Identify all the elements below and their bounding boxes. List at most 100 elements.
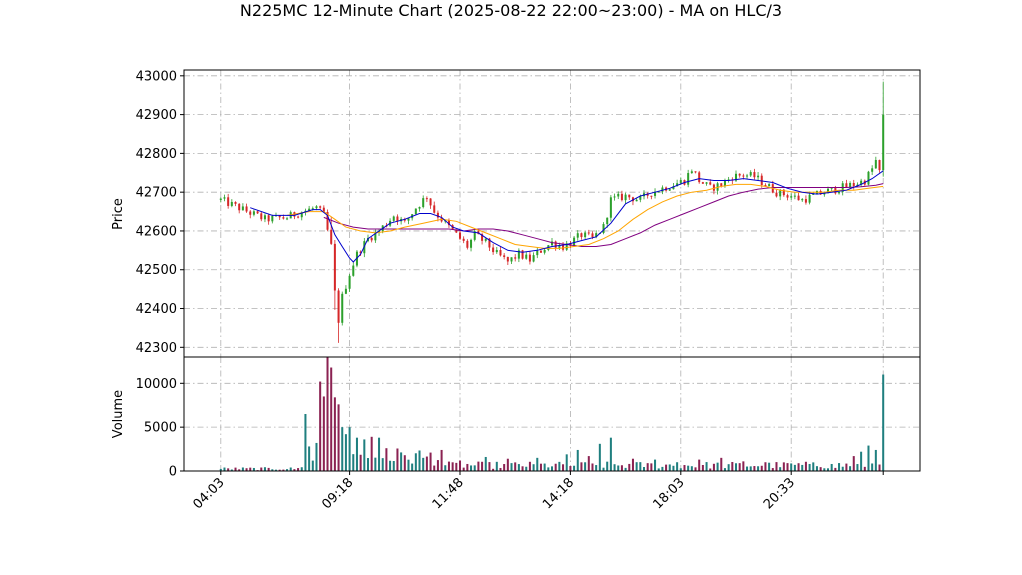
volume-bar xyxy=(366,458,370,471)
volume-bar xyxy=(661,466,664,471)
candle-body xyxy=(617,193,620,197)
volume-tick-label: 0 xyxy=(169,465,177,480)
volume-bar xyxy=(488,462,491,471)
volume-bar xyxy=(786,463,789,471)
volume-bar xyxy=(701,464,704,471)
volume-bar xyxy=(286,469,289,471)
candle-body xyxy=(786,195,789,198)
candle-body xyxy=(378,231,381,233)
volume-bar xyxy=(532,464,535,471)
volume-bar xyxy=(602,467,605,471)
candle-body xyxy=(492,247,495,253)
candle-body xyxy=(414,208,417,215)
volume-bar xyxy=(826,468,830,471)
volume-bar xyxy=(263,467,266,471)
volume-bar xyxy=(742,461,745,471)
candle-body xyxy=(370,237,373,241)
candle-body xyxy=(650,195,653,197)
price-tick-label: 42800 xyxy=(136,147,177,162)
x-tick-label: 14:18 xyxy=(540,475,577,512)
volume-bar xyxy=(525,466,528,471)
volume-bar xyxy=(414,453,417,471)
candle-body xyxy=(775,192,778,197)
candle-body xyxy=(661,187,664,192)
volume-bar xyxy=(720,457,723,471)
candle-body xyxy=(746,175,749,177)
price-tick-label: 42400 xyxy=(136,302,177,317)
volume-bar xyxy=(219,468,222,471)
volume-bar xyxy=(333,397,336,471)
volume-bar xyxy=(330,367,333,471)
volume-bar xyxy=(477,461,480,471)
axis-layer: 42300 42400 42500 42600 42700 42800 42900 43000… xyxy=(136,69,921,512)
volume-bar xyxy=(550,466,554,471)
price-tick-label: 43000 xyxy=(136,69,177,84)
volume-bar xyxy=(403,455,406,471)
candle-body xyxy=(326,211,329,230)
candle-body xyxy=(738,173,741,176)
candle-body xyxy=(849,182,852,188)
candle-body xyxy=(613,196,616,198)
volume-bar xyxy=(506,458,509,471)
candle-body xyxy=(734,173,738,181)
volume-bar xyxy=(698,459,701,471)
volume-bar xyxy=(289,467,292,471)
volume-bar xyxy=(484,456,487,471)
volume-bar xyxy=(223,467,226,471)
volume-bar xyxy=(830,463,833,471)
candle-body xyxy=(333,243,336,291)
volume-bar xyxy=(573,465,576,471)
volume-bar xyxy=(539,463,542,471)
volume-bar xyxy=(871,463,874,471)
volume-bar xyxy=(731,461,734,471)
volume-bar xyxy=(628,463,631,471)
candle-body xyxy=(315,206,318,209)
volume-bar xyxy=(422,457,425,471)
candle-body xyxy=(348,275,351,289)
volume-bar xyxy=(712,463,715,471)
volume-layer xyxy=(219,357,885,471)
candle-body xyxy=(271,215,274,222)
candle-body xyxy=(723,180,726,187)
volume-bar xyxy=(536,457,539,471)
volume-bar xyxy=(746,466,749,471)
candle-body xyxy=(470,239,473,248)
candle-body xyxy=(679,180,682,184)
price-tick-label: 42900 xyxy=(136,108,177,123)
candle-body xyxy=(694,171,697,173)
volume-bar xyxy=(587,456,590,471)
volume-bar xyxy=(562,464,565,471)
volume-bar xyxy=(690,466,693,471)
volume-bar xyxy=(760,465,763,471)
candle-body xyxy=(753,172,756,178)
volume-bar xyxy=(584,462,587,471)
candle-body xyxy=(252,211,255,215)
candle-body xyxy=(826,188,830,194)
volume-bar xyxy=(245,468,248,471)
candle-body xyxy=(256,211,259,214)
candle-body xyxy=(760,175,763,186)
volume-bar xyxy=(447,461,450,471)
volume-bar xyxy=(308,446,311,471)
volume-bar xyxy=(378,437,381,471)
candle-body xyxy=(838,191,841,194)
candle-body xyxy=(573,237,576,246)
volume-bar xyxy=(517,464,520,471)
volume-bar xyxy=(617,465,620,471)
volume-bar xyxy=(834,467,837,471)
volume-bar xyxy=(322,396,325,471)
volume-bar xyxy=(381,458,384,471)
candle-body xyxy=(278,215,281,218)
volume-bar xyxy=(683,465,686,471)
candle-body xyxy=(514,257,517,259)
volume-bar xyxy=(654,459,657,471)
volume-bar xyxy=(867,445,870,471)
candle-body xyxy=(580,233,583,238)
volume-bar xyxy=(606,461,609,471)
volume-bar xyxy=(374,457,377,471)
price-tick-label: 42700 xyxy=(136,186,177,201)
volume-bar xyxy=(665,464,668,471)
volume-tick-label: 10000 xyxy=(136,377,177,392)
volume-bar xyxy=(470,465,473,471)
volume-bar xyxy=(591,463,594,471)
